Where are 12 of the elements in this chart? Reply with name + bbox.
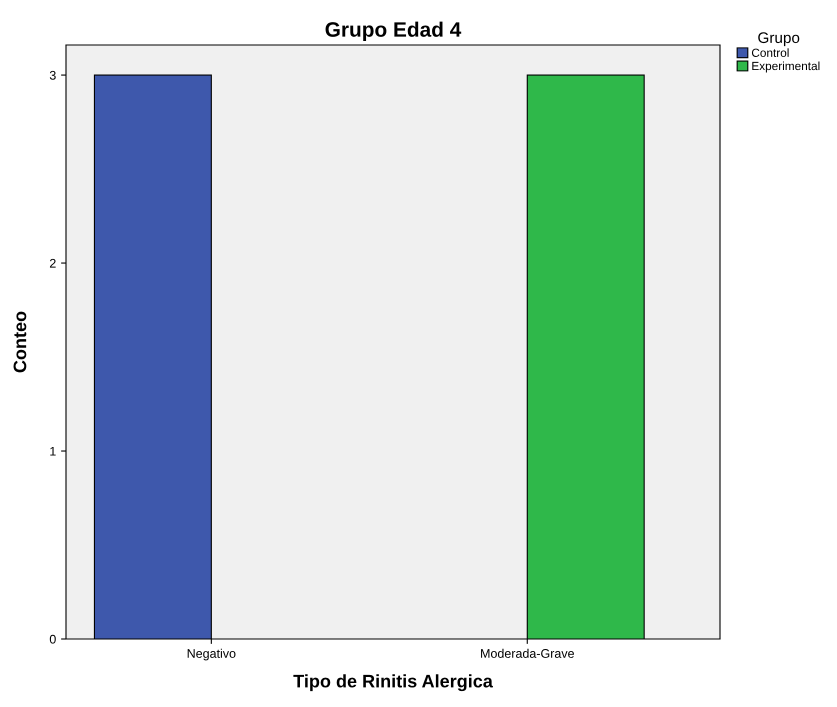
legend-title: Grupo [758,32,800,46]
y-tick-label: 1 [50,446,56,456]
y-tick-label: 0 [50,634,56,644]
legend-label: Control [752,48,789,57]
x-tick-label: Negativo [188,648,236,660]
y-tick-label: 3 [50,70,56,80]
x-tick-label: Moderada-Grave [481,648,574,658]
y-tick-label: 2 [50,258,56,268]
x-axis-title: Tipo de Rinitis Alergica [293,674,493,692]
legend-label: Experimental [752,61,820,72]
chart-title: Grupo Edad 4 [326,22,462,41]
y-axis-title: Conteo [14,312,26,372]
